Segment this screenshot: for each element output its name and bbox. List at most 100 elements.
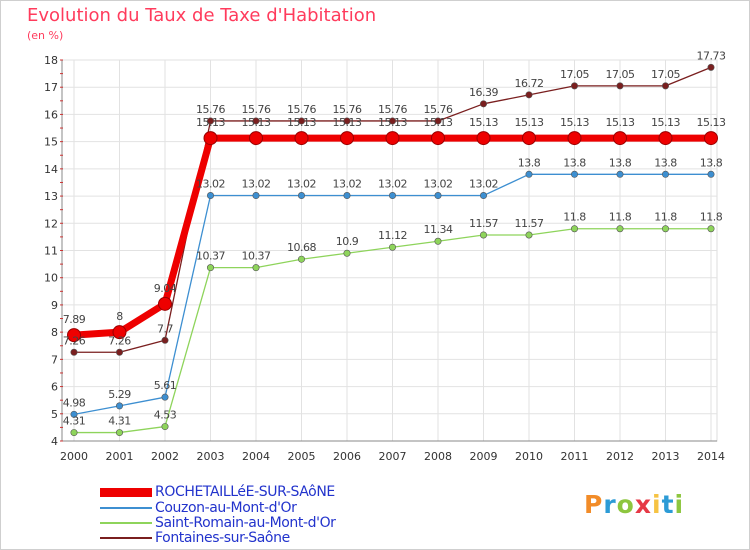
data-point-0 — [294, 131, 309, 146]
data-label: 15.13 — [651, 116, 680, 129]
data-label: 13.02 — [333, 178, 362, 191]
y-tick-label: 4 — [51, 435, 58, 448]
data-label: 8 — [116, 310, 123, 323]
data-point-0 — [203, 131, 218, 146]
legend-swatch — [100, 507, 152, 509]
y-tick-label: 11 — [44, 245, 58, 258]
data-label: 15.76 — [378, 103, 407, 116]
legend-label: Fontaines-sur-Saône — [155, 530, 290, 546]
data-label: 15.13 — [469, 116, 498, 129]
x-tick-label: 2006 — [333, 450, 361, 463]
proxiti-logo: Proxiti — [584, 490, 684, 519]
data-point-3 — [525, 91, 533, 99]
y-tick-label: 15 — [44, 136, 58, 149]
data-point-0 — [112, 325, 127, 340]
logo-letter: r — [603, 490, 617, 519]
data-label: 15.76 — [196, 103, 225, 116]
data-label: 13.8 — [609, 156, 632, 169]
legend-item-couzon: Couzon-au-Mont-d'Or — [100, 500, 297, 516]
y-tick-label: 7 — [51, 353, 58, 366]
legend-item-saint-romain: Saint-Romain-au-Mont-d'Or — [100, 515, 336, 531]
x-tick-label: 2002 — [151, 450, 179, 463]
data-label: 11.8 — [700, 211, 723, 224]
data-label: 15.13 — [560, 116, 589, 129]
x-tick-label: 2010 — [515, 450, 543, 463]
data-label: 15.13 — [515, 116, 544, 129]
data-point-1 — [434, 192, 442, 200]
x-tick-label: 2003 — [197, 450, 225, 463]
x-tick-label: 2004 — [242, 450, 270, 463]
data-point-3 — [343, 117, 351, 125]
logo-letter: x — [634, 490, 652, 519]
data-label: 4.98 — [63, 396, 86, 409]
data-label: 11.34 — [424, 223, 453, 236]
data-label: 13.8 — [518, 156, 541, 169]
data-label: 15.76 — [424, 103, 453, 116]
x-tick-label: 2012 — [606, 450, 634, 463]
y-tick-label: 6 — [51, 381, 58, 394]
data-point-3 — [661, 82, 669, 90]
data-point-2 — [161, 423, 169, 431]
data-point-1 — [661, 170, 669, 178]
data-label: 15.13 — [333, 116, 362, 129]
y-tick-label: 16 — [44, 108, 58, 121]
data-point-1 — [116, 402, 124, 410]
data-label: 13.02 — [469, 178, 498, 191]
logo-letter: i — [674, 490, 685, 519]
x-tick-label: 2001 — [106, 450, 134, 463]
data-point-2 — [116, 429, 124, 437]
y-tick-label: 17 — [44, 81, 58, 94]
x-tick-label: 2014 — [697, 450, 725, 463]
legend-item-rochetaillee: ROCHETAILLéE-SUR-SAôNE — [100, 484, 335, 500]
data-point-3 — [116, 348, 124, 356]
data-label: 4.53 — [154, 409, 177, 422]
data-point-1 — [525, 170, 533, 178]
x-tick-label: 2013 — [652, 450, 680, 463]
data-label: 15.13 — [424, 116, 453, 129]
data-label: 13.8 — [700, 156, 723, 169]
data-label: 13.02 — [424, 178, 453, 191]
data-point-0 — [67, 328, 81, 343]
data-label: 11.8 — [609, 211, 632, 224]
y-tick-label: 13 — [44, 190, 58, 203]
data-label: 15.13 — [378, 116, 407, 129]
x-tick-label: 2000 — [60, 450, 88, 463]
legend-label: Saint-Romain-au-Mont-d'Or — [155, 515, 336, 531]
data-label: 15.76 — [333, 103, 362, 116]
data-point-3 — [479, 100, 487, 108]
data-label: 10.9 — [336, 235, 359, 248]
data-label: 17.05 — [560, 68, 589, 81]
data-label: 13.02 — [287, 178, 316, 191]
data-label: 13.02 — [242, 178, 271, 191]
unit-label: (en %) — [27, 29, 64, 42]
logo-letter: i — [652, 490, 662, 519]
data-point-0 — [704, 131, 718, 146]
data-label: 15.13 — [606, 116, 635, 129]
data-point-1 — [616, 170, 624, 178]
data-point-2 — [434, 237, 442, 245]
data-point-3 — [252, 117, 260, 125]
data-point-0 — [385, 131, 400, 146]
data-point-2 — [479, 231, 487, 239]
data-label: 17.05 — [606, 68, 635, 81]
data-point-2 — [707, 225, 715, 233]
data-label: 11.12 — [378, 229, 407, 242]
data-label: 10.68 — [287, 241, 316, 254]
data-point-3 — [207, 117, 215, 125]
data-label: 13.02 — [196, 178, 225, 191]
data-point-1 — [252, 192, 260, 200]
legend-label: Couzon-au-Mont-d'Or — [155, 500, 297, 516]
data-point-2 — [297, 255, 305, 263]
data-point-0 — [431, 131, 445, 146]
x-tick-label: 2005 — [288, 450, 316, 463]
data-point-1 — [707, 170, 715, 178]
data-point-2 — [388, 243, 396, 251]
data-label: 7.89 — [63, 313, 86, 326]
data-point-0 — [613, 131, 627, 146]
y-tick-label: 18 — [44, 54, 58, 67]
data-point-1 — [207, 192, 215, 200]
data-label: 10.37 — [196, 250, 225, 263]
data-label: 7.26 — [63, 334, 86, 347]
data-label: 13.8 — [563, 156, 586, 169]
x-tick-label: 2008 — [424, 450, 452, 463]
